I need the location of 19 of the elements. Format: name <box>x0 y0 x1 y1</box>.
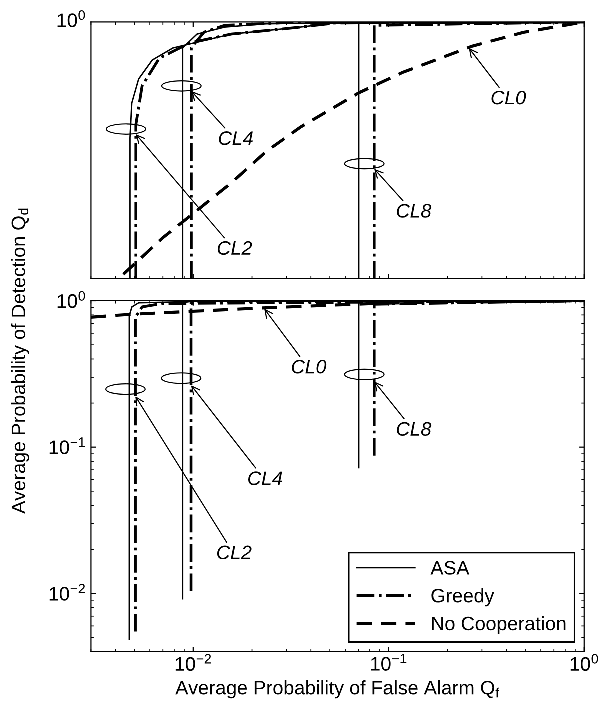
annotation: CL0 <box>492 90 526 105</box>
legend-label: No Cooperation <box>432 616 566 634</box>
annotation: CL2 <box>217 546 252 560</box>
annotation: CL0 <box>292 360 327 374</box>
y-axis-title: Average Probability of Detection Q$_{d}$ <box>11 208 30 514</box>
legend-label: ASA <box>430 561 470 575</box>
legend-label: Greedy <box>432 588 494 607</box>
x-axis-title: Average Probability of False Alarm Q$_{f}$ <box>176 680 500 699</box>
annotation: CL4 <box>219 131 254 146</box>
y-tick-label: 10$^{0}$ <box>58 291 86 308</box>
annotation: CL8 <box>397 422 432 436</box>
x-tick-label: 10$^{−2}$ <box>176 654 212 672</box>
annotation: CL4 <box>248 472 282 486</box>
y-tick-label: 10$^{−2}$ <box>50 584 86 601</box>
y-tick-label: 10$^{−1}$ <box>50 438 86 454</box>
x-tick-label: 10$^{0}$ <box>570 654 598 672</box>
x-tick-label: 10$^{−1}$ <box>371 654 407 671</box>
annotation: CL8 <box>397 204 432 218</box>
annotation: CL2 <box>218 241 252 256</box>
